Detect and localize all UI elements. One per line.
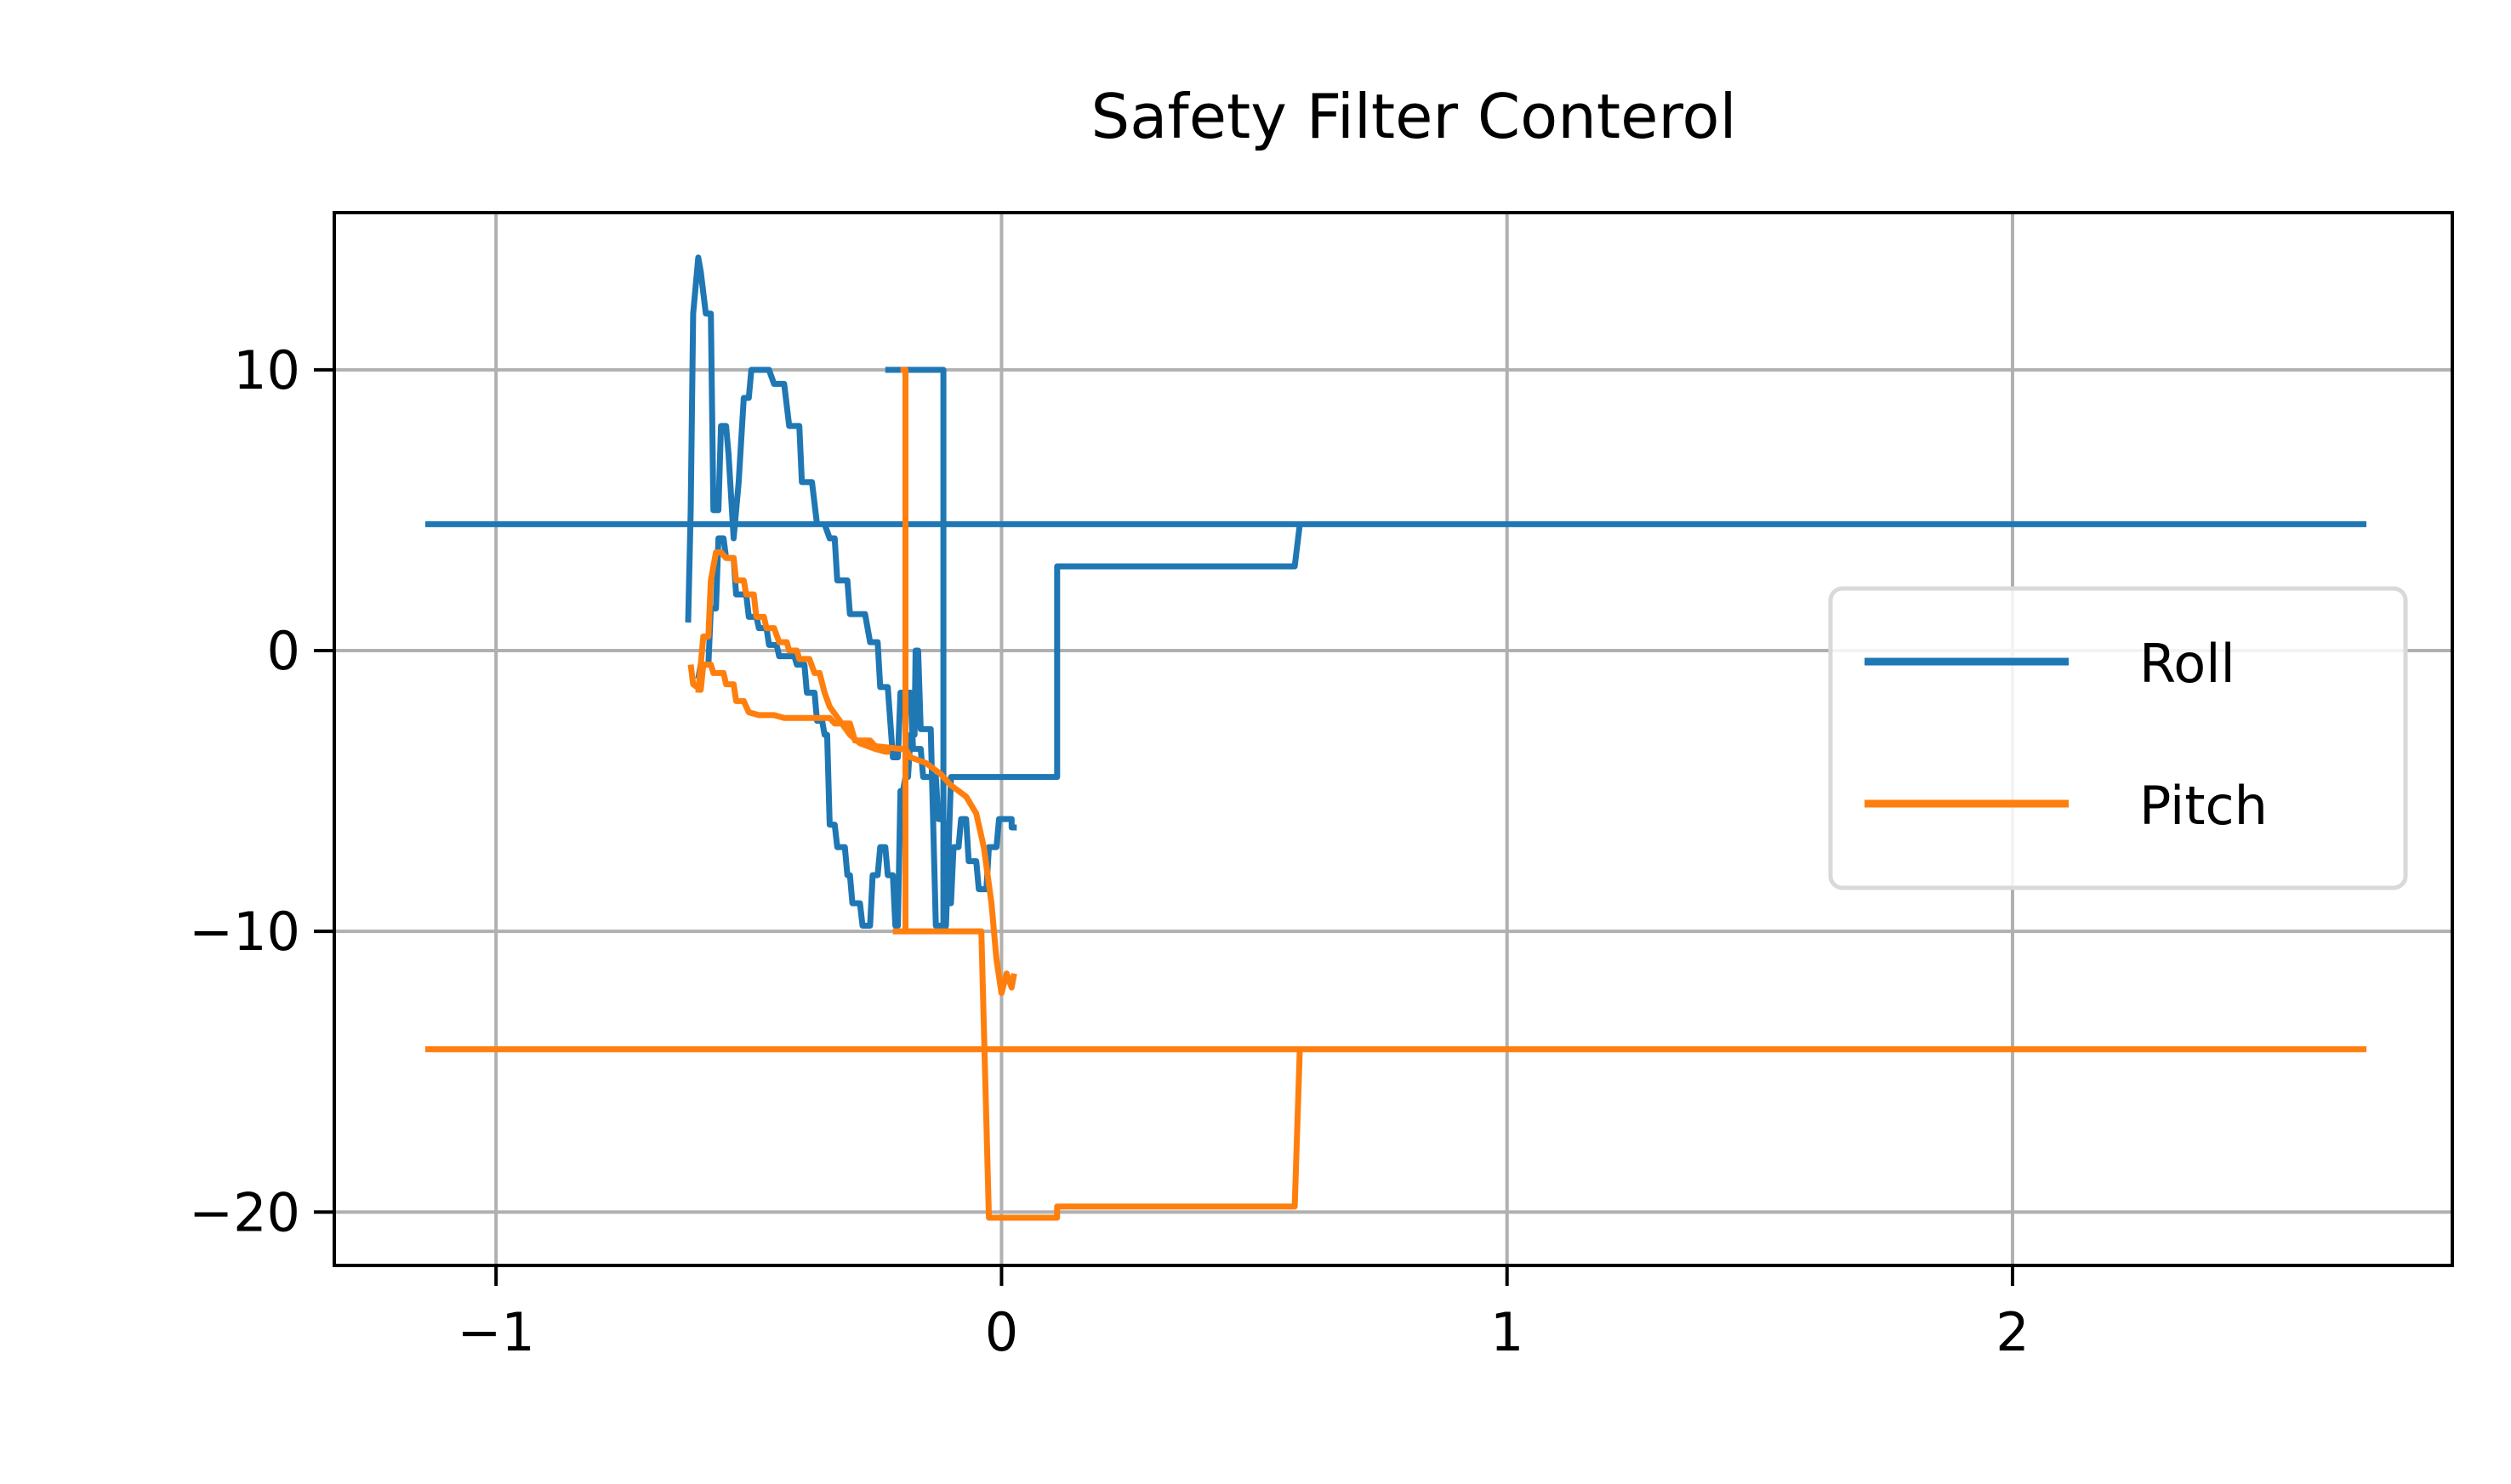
series-line-roll xyxy=(425,254,2366,932)
legend-label-pitch: Pitch xyxy=(2139,775,2268,837)
x-tick-label: 0 xyxy=(985,1301,1018,1363)
legend: Roll Pitch xyxy=(1828,586,2408,890)
legend-label-roll: Roll xyxy=(2139,633,2235,695)
x-tick-label: −1 xyxy=(457,1301,534,1363)
y-tick-label: −20 xyxy=(189,1181,300,1243)
plot-frame xyxy=(333,211,2454,1267)
x-tick-label: 1 xyxy=(1490,1301,1523,1363)
x-tick-label: 2 xyxy=(1996,1301,2029,1363)
y-tick-label: 10 xyxy=(233,339,300,401)
legend-box xyxy=(1828,586,2408,890)
y-tick-label: −10 xyxy=(189,901,300,963)
series-layer xyxy=(425,254,2366,1221)
y-tick-label: 0 xyxy=(267,620,300,682)
series-line-pitch xyxy=(425,367,2366,1221)
chart-title: Safety Filter Conterol xyxy=(1091,81,1737,152)
